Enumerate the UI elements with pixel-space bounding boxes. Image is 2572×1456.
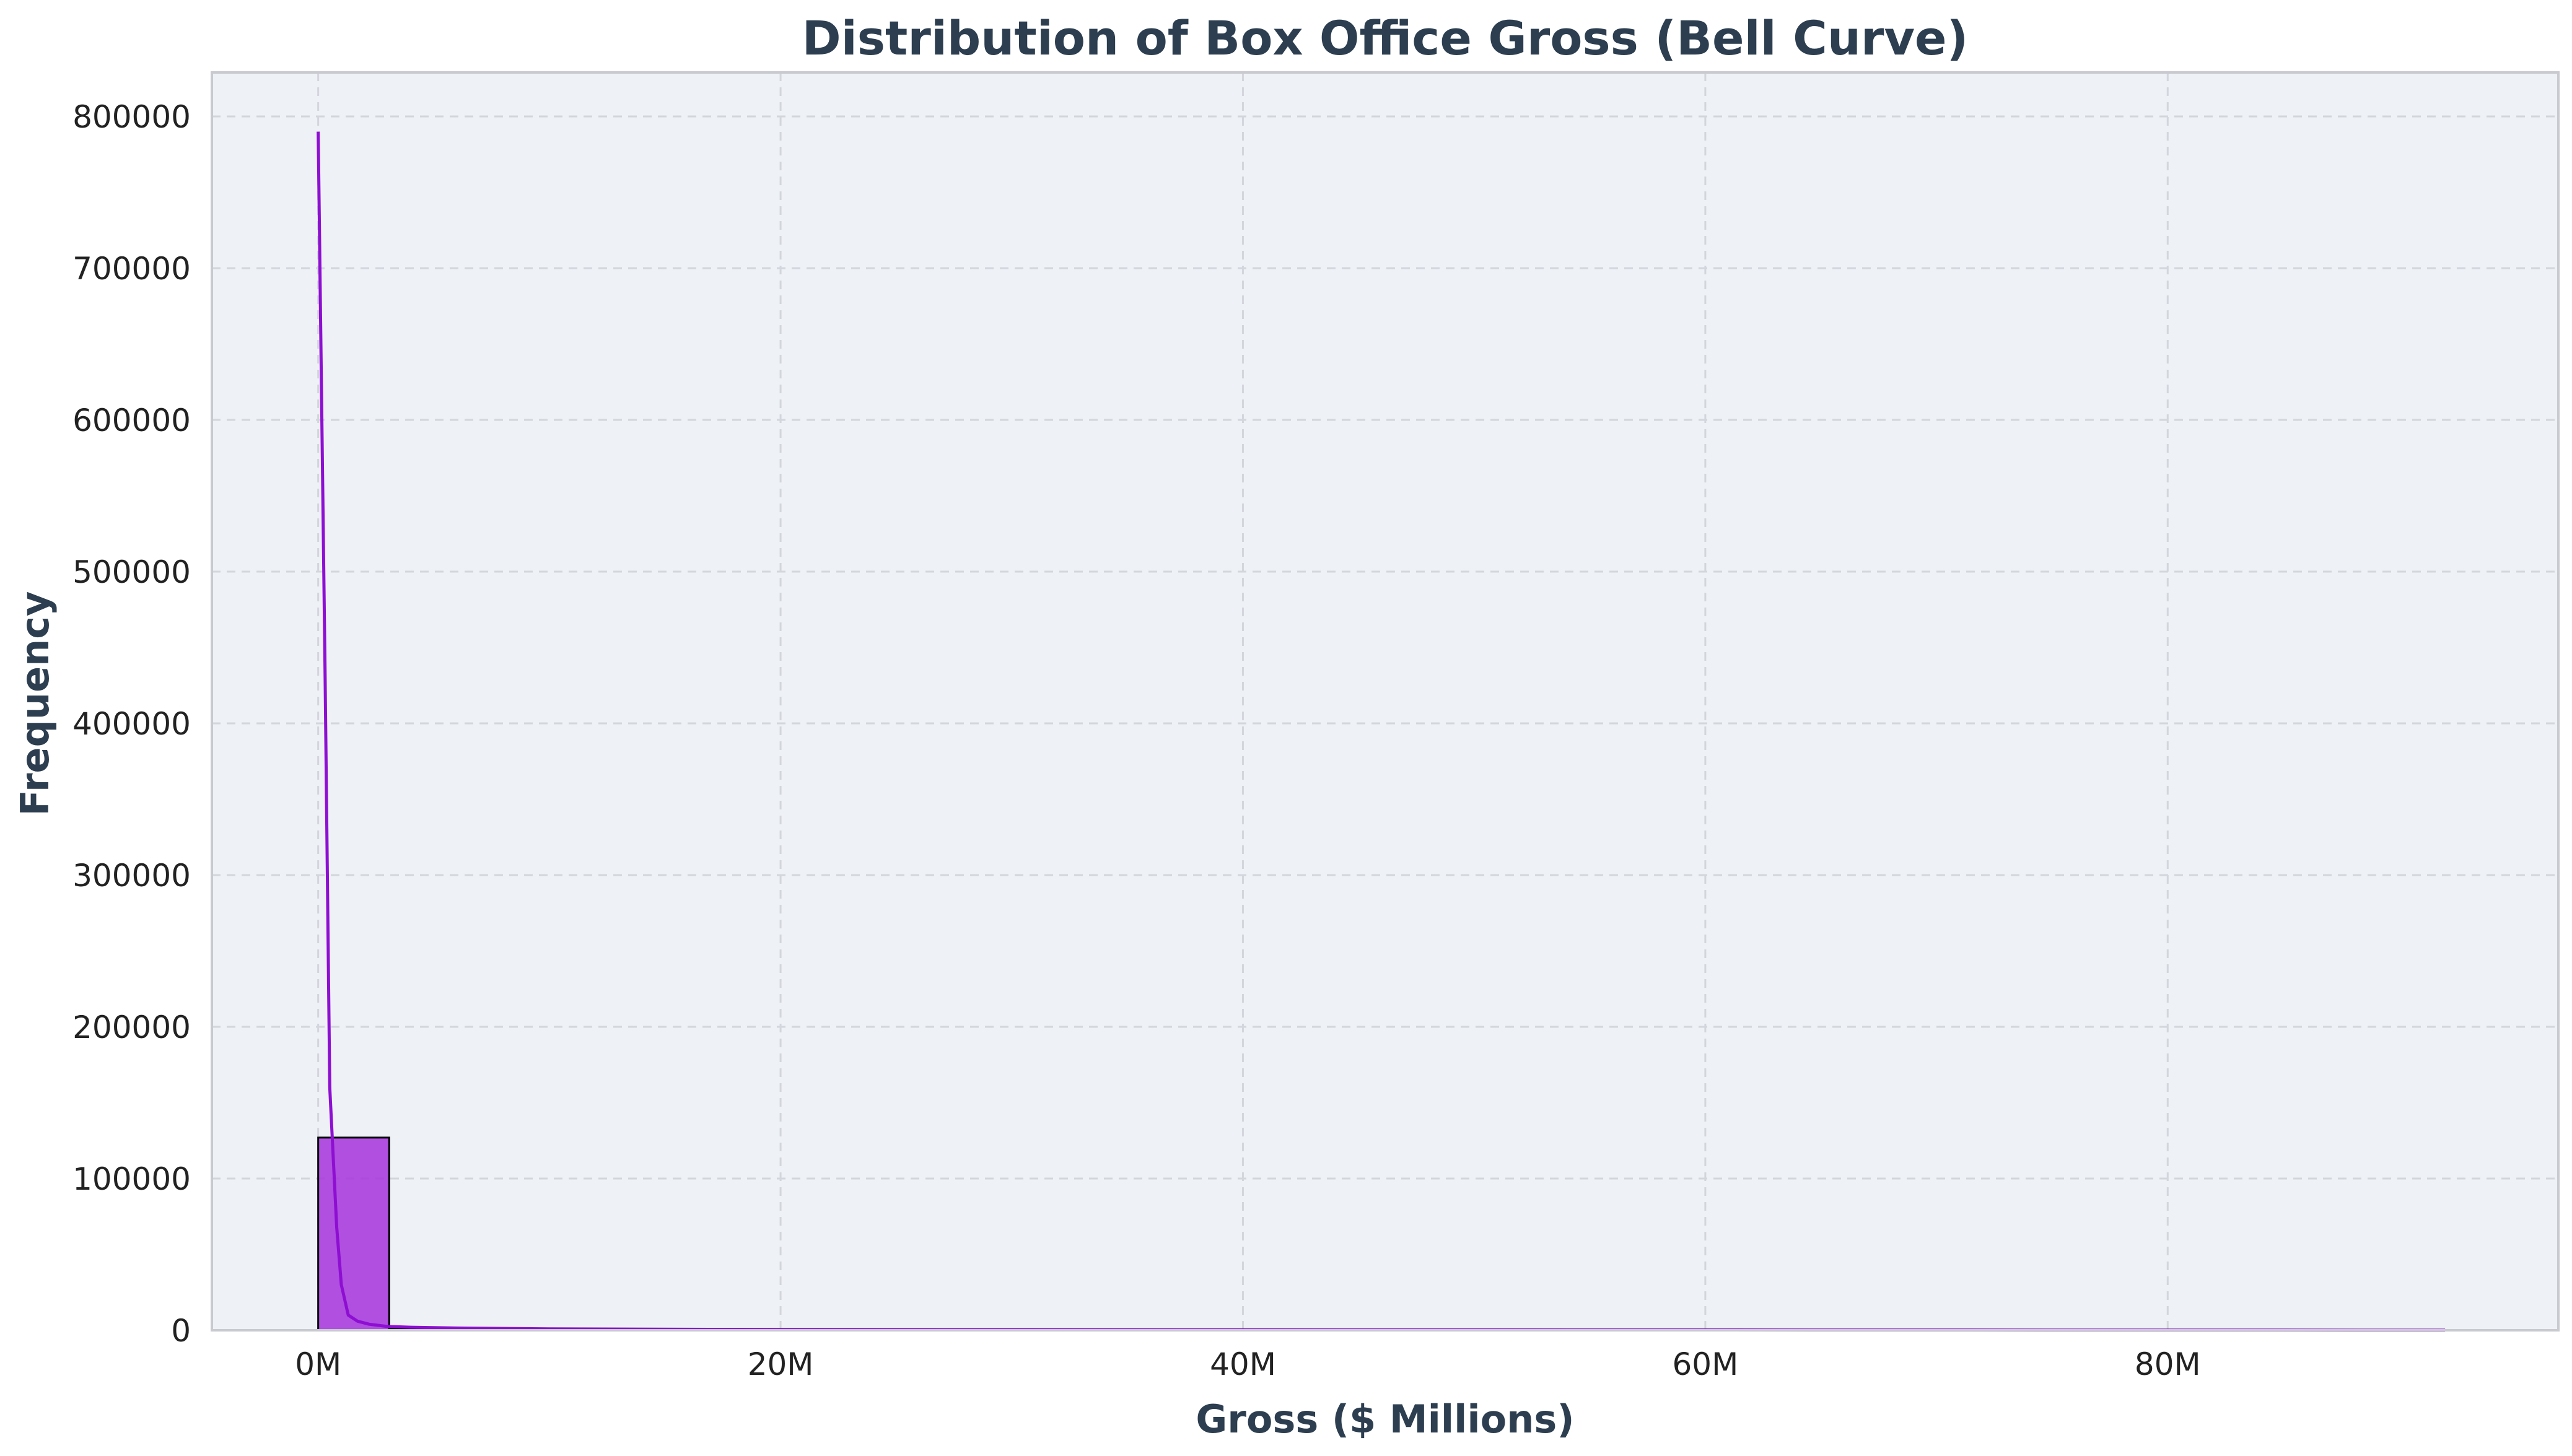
x-tick-label: 60M [1673, 1346, 1739, 1382]
plot-frame [211, 71, 2560, 1332]
plot-area-background [212, 72, 2558, 1330]
y-tick-label: 100000 [72, 1161, 191, 1197]
y-axis-label: Frequency [12, 591, 58, 816]
chart-title: Distribution of Box Office Gross (Bell C… [802, 11, 1969, 66]
y-axis-ticks: 0 100000 200000 300000 400000 500000 600000 700… [72, 99, 191, 1349]
y-tick-label: 200000 [72, 1009, 191, 1045]
x-axis-label: Gross ($ Millions) [1196, 1397, 1574, 1442]
x-tick-label: 80M [2135, 1346, 2201, 1382]
y-tick-label: 300000 [72, 858, 191, 894]
y-tick-label: 700000 [72, 251, 191, 287]
x-tick-label: 0M [295, 1346, 341, 1382]
x-tick-label: 20M [748, 1346, 814, 1382]
y-tick-label: 400000 [72, 706, 191, 742]
y-tick-label: 600000 [72, 403, 191, 438]
y-tick-label: 0 [171, 1313, 191, 1349]
histogram-bar [317, 1136, 390, 1332]
x-tick-label: 40M [1210, 1346, 1276, 1382]
x-axis-ticks: 0M 20M 40M 60M 80M [295, 1346, 2200, 1382]
y-tick-label: 800000 [72, 99, 191, 135]
y-tick-label: 500000 [72, 554, 191, 590]
